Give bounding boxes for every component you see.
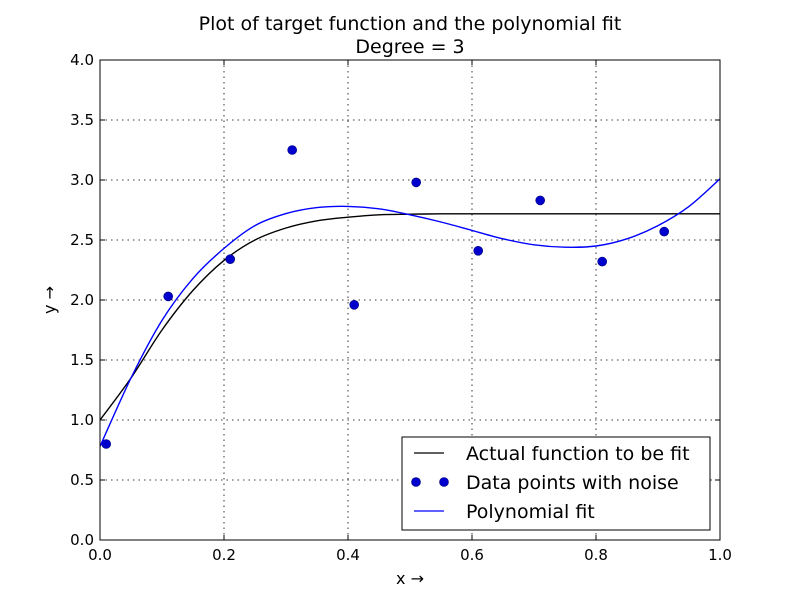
data-point bbox=[287, 145, 298, 155]
polynomial-fit-line bbox=[100, 178, 720, 447]
y-tick-label: 3.5 bbox=[70, 111, 94, 129]
x-tick-label: 0.0 bbox=[88, 546, 112, 564]
legend-label-fit: Polynomial fit bbox=[466, 501, 595, 523]
x-tick-label: 0.8 bbox=[584, 546, 608, 564]
legend-swatch-points-2 bbox=[439, 477, 449, 487]
y-tick-label: 4.0 bbox=[70, 51, 94, 69]
axis-ticks: 0.0 0.2 0.4 0.6 0.8 1.0 0.0 0.5 1.0 1.5 2.0 2.5 3.0 3… bbox=[70, 51, 732, 564]
legend-label-actual: Actual function to be fit bbox=[466, 443, 690, 465]
legend-box bbox=[401, 436, 711, 531]
data-point bbox=[225, 254, 235, 265]
y-tick-label: 0.5 bbox=[70, 471, 94, 489]
y-tick-label: 0.0 bbox=[70, 531, 94, 549]
data-point bbox=[659, 226, 670, 237]
x-tick-label: 1.0 bbox=[708, 546, 732, 564]
y-tick-label: 1.5 bbox=[70, 351, 94, 369]
chart-title: Plot of target function and the polynomi… bbox=[199, 13, 622, 35]
data-point bbox=[349, 299, 360, 310]
plot-frame bbox=[99, 59, 721, 541]
legend-label-points: Data points with noise bbox=[466, 472, 679, 494]
data-point bbox=[163, 291, 173, 302]
data-point bbox=[535, 195, 546, 206]
x-tick-label: 0.6 bbox=[460, 546, 484, 564]
y-tick-label: 2.5 bbox=[70, 231, 94, 249]
x-axis-label: x → bbox=[396, 569, 424, 588]
y-tick-label: 2.0 bbox=[70, 291, 94, 309]
y-tick-label: 1.0 bbox=[70, 411, 94, 429]
data-point bbox=[473, 246, 484, 256]
x-tick-label: 0.4 bbox=[336, 546, 360, 564]
data-point bbox=[597, 256, 608, 267]
y-tick-label: 3.0 bbox=[70, 171, 94, 189]
data-point bbox=[411, 177, 422, 188]
legend-swatch-points-1 bbox=[411, 477, 421, 487]
y-axis-label: y → bbox=[40, 286, 59, 314]
x-tick-label: 0.2 bbox=[212, 546, 236, 564]
legend: Actual function to be fit Data points wi… bbox=[401, 436, 711, 531]
chart-subtitle: Degree = 3 bbox=[355, 36, 464, 58]
plot-series bbox=[100, 145, 720, 449]
